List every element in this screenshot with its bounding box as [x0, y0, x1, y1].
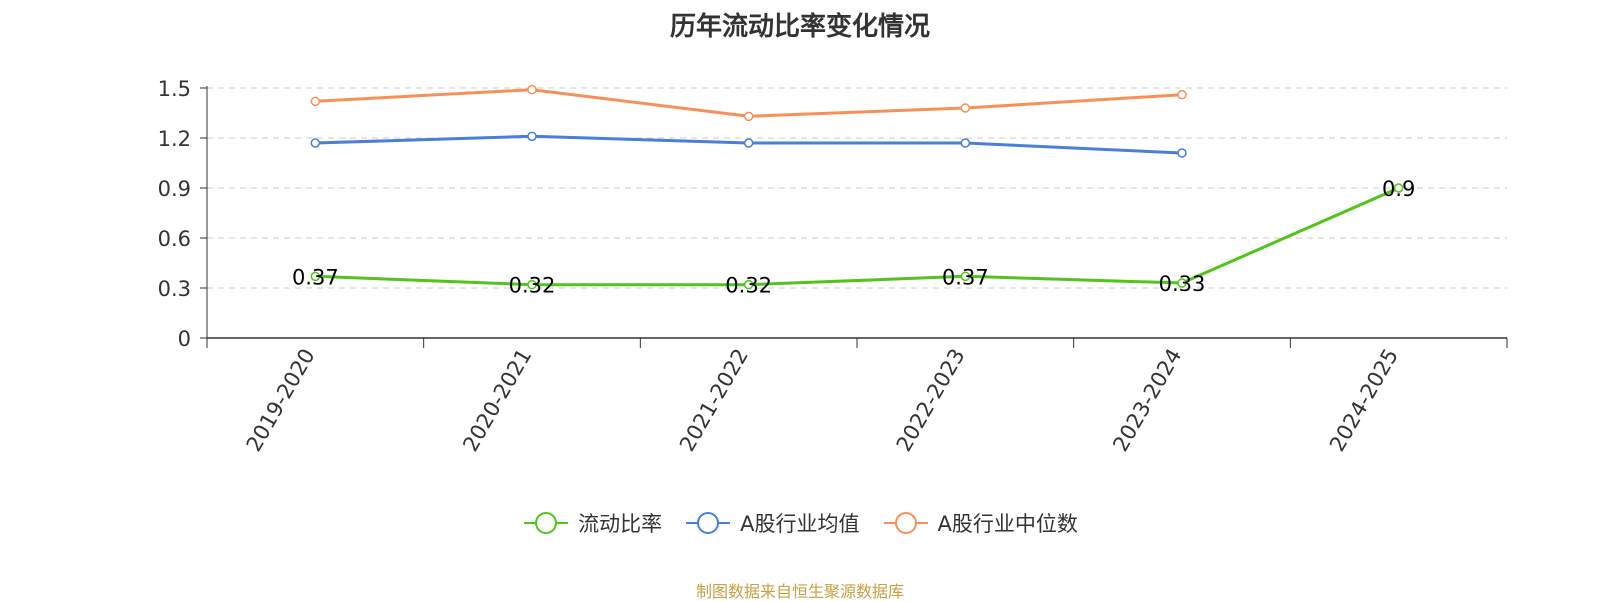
data-label: 0.9 [1382, 177, 1415, 201]
data-point[interactable] [310, 138, 321, 148]
grid-lines [207, 87, 1507, 289]
legend-item-current-ratio[interactable]: 流动比率 [522, 508, 662, 538]
series-lines [310, 84, 1404, 290]
data-point[interactable] [743, 138, 754, 148]
data-label: 0.32 [725, 274, 772, 298]
y-tick-label: 0.9 [158, 177, 191, 201]
data-point[interactable] [743, 111, 754, 122]
legend-swatch-current-ratio [524, 512, 569, 534]
data-point[interactable] [310, 96, 321, 107]
data-point[interactable] [960, 271, 971, 282]
x-tick-label: 2022-2023 [892, 344, 970, 455]
data-point[interactable] [527, 279, 537, 290]
x-tick-label: 2019-2020 [242, 345, 320, 456]
legend-item-industry-median[interactable]: A股行业中位数 [882, 508, 1078, 538]
legend: 流动比率 A股行业均值 A股行业中位数 [0, 508, 1600, 538]
data-labels: 0.37 0.32 0.32 0.37 0.33 0.9 [292, 177, 1415, 298]
data-point[interactable] [527, 131, 537, 142]
data-point[interactable] [1393, 183, 1404, 193]
line-chart: 0 0.3 0.6 0.9 1.2 1.5 2019-2020 2020-2021 2021-2… [158, 77, 1508, 456]
data-point[interactable] [1177, 278, 1187, 288]
data-point[interactable] [1177, 89, 1187, 100]
data-label: 0.37 [942, 265, 989, 289]
y-tick-label: 0.3 [158, 277, 191, 301]
data-label: 0.32 [509, 274, 556, 298]
data-label: 0.37 [292, 265, 339, 289]
x-tick-label: 2020-2021 [458, 345, 536, 456]
y-tick-label: 1.2 [158, 127, 191, 151]
legend-label-industry-mean: A股行业均值 [740, 512, 860, 536]
data-point[interactable] [743, 279, 754, 290]
legend-swatch-industry-median [883, 512, 928, 534]
legend-item-industry-mean[interactable]: A股行业均值 [684, 508, 860, 538]
data-point[interactable] [960, 103, 971, 113]
data-point[interactable] [1177, 148, 1187, 158]
y-tick-label: 0.6 [158, 227, 191, 251]
y-tick-label: 1.5 [158, 77, 191, 101]
source-note: 制图数据来自恒生聚源数据库 [695, 582, 904, 601]
data-point[interactable] [310, 271, 321, 282]
data-point[interactable] [960, 138, 971, 148]
chart-title: 历年流动比率变化情况 [669, 12, 930, 42]
x-tick-label: 2021-2022 [675, 345, 753, 456]
legend-label-current-ratio: 流动比率 [578, 512, 663, 536]
y-tick-label: 0 [178, 327, 191, 351]
legend-swatch-industry-mean [686, 512, 731, 534]
series-line [315, 186, 1400, 287]
data-label: 0.33 [1159, 272, 1206, 296]
x-tick-label: 2023-2024 [1108, 345, 1186, 456]
axes: 0 0.3 0.6 0.9 1.2 1.5 2019-2020 2020-2021 2021-2… [158, 77, 1508, 456]
data-point[interactable] [527, 84, 537, 95]
x-tick-label: 2024-2025 [1325, 345, 1403, 456]
legend-label-industry-median: A股行业中位数 [937, 512, 1078, 536]
